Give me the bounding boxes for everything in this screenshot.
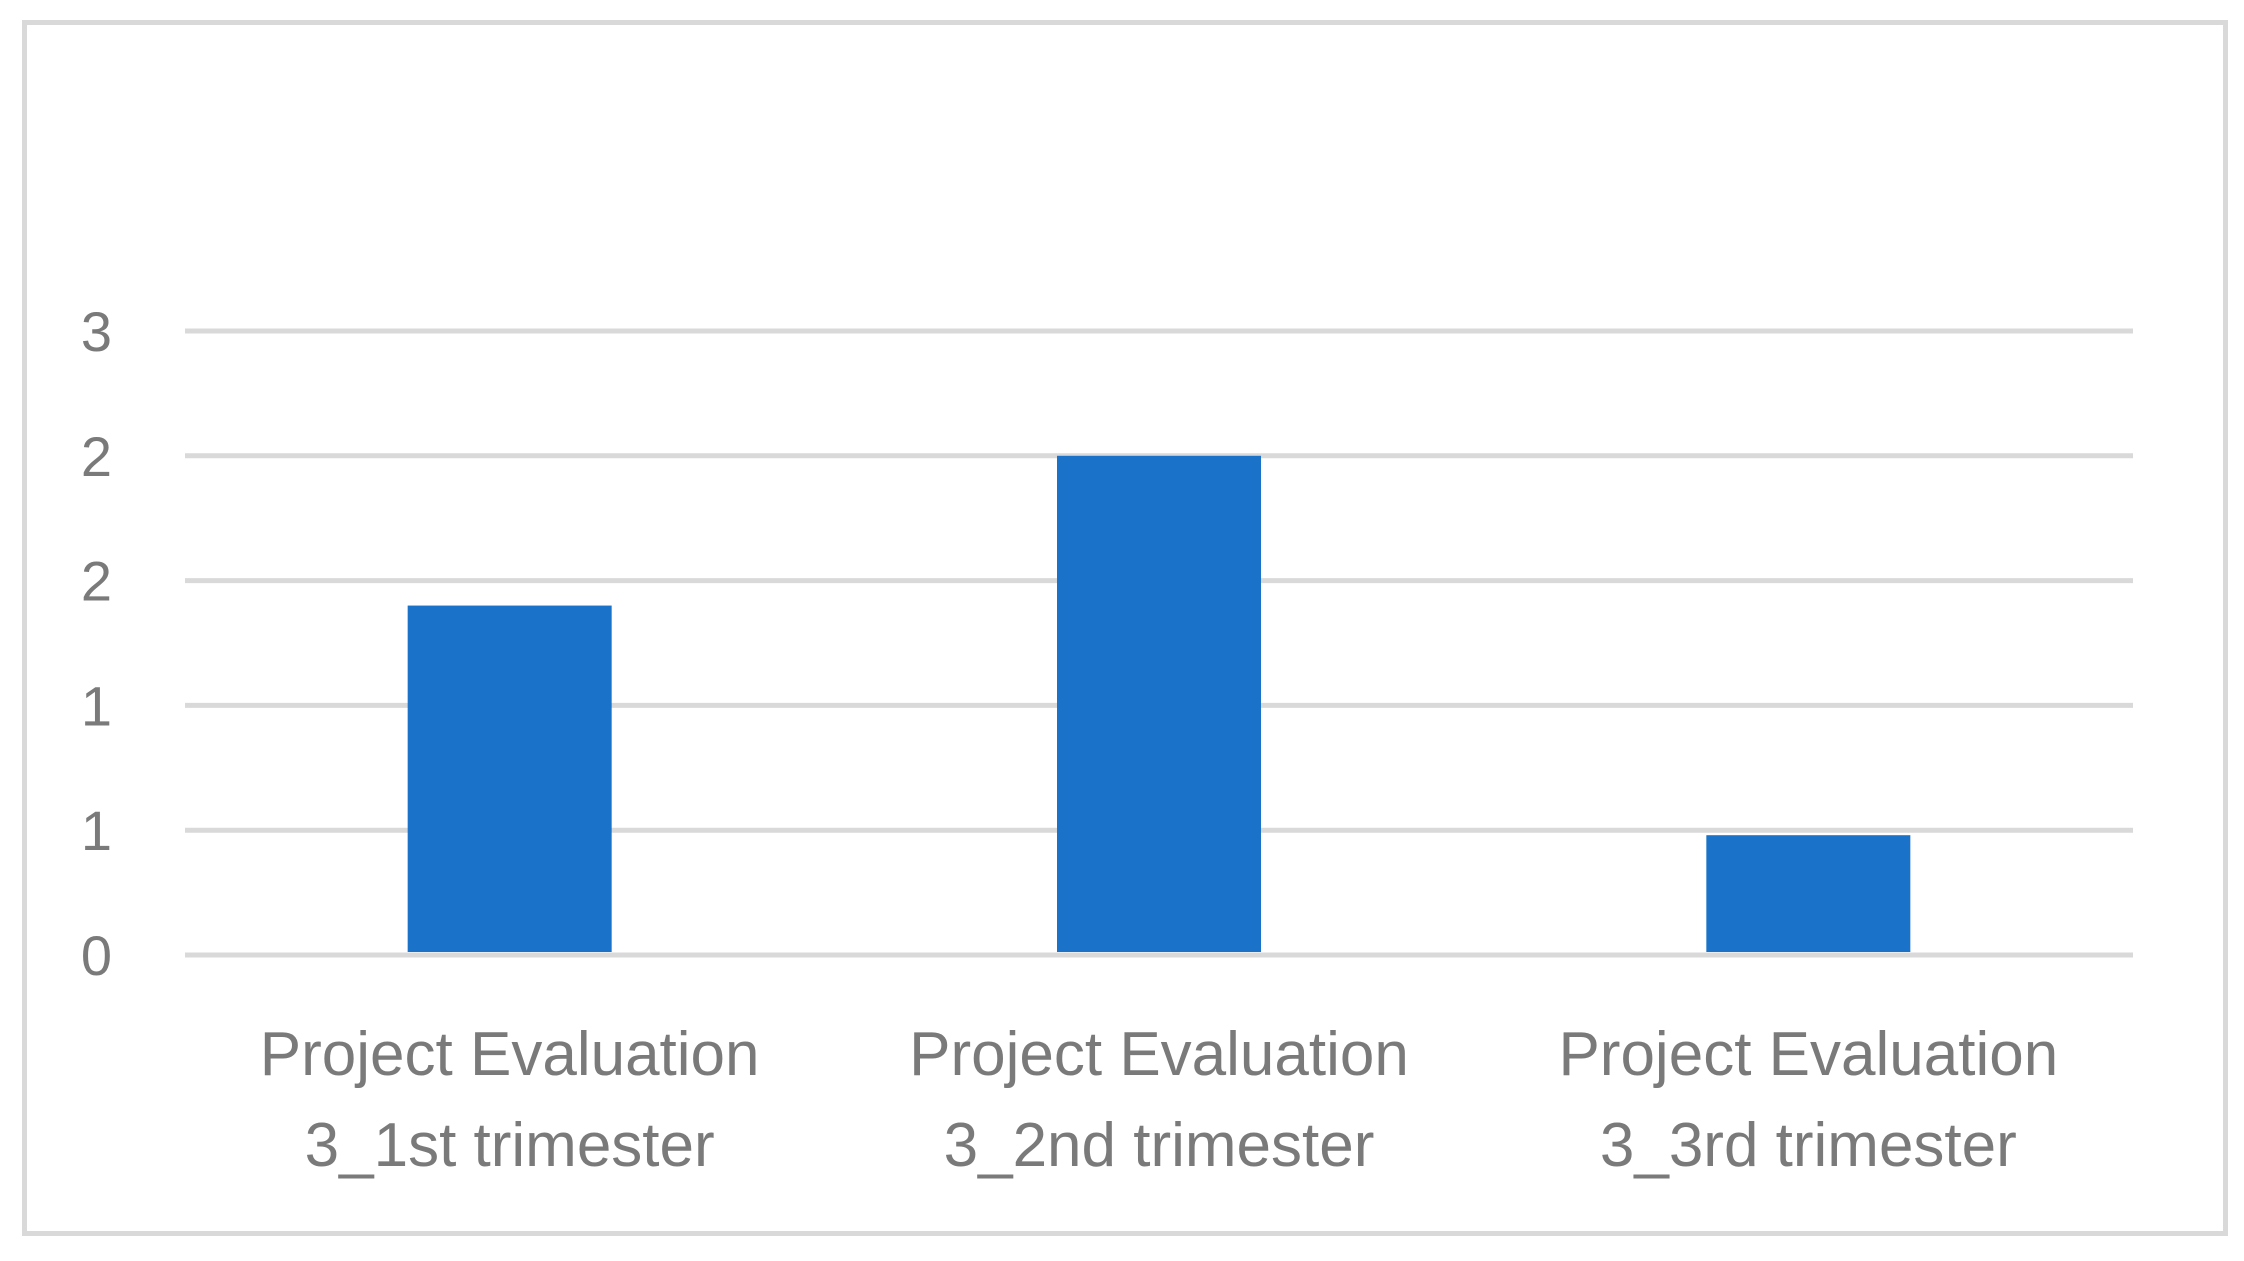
y-tick-label: 3: [81, 300, 112, 363]
x-category-label: Project Evaluation: [260, 1020, 760, 1089]
bar: [1057, 455, 1261, 952]
bars: [407, 455, 1911, 952]
x-category-label: 3_2nd trimester: [944, 1111, 1375, 1180]
x-category-label: Project Evaluation: [1558, 1020, 2058, 1089]
y-axis-tick-labels: 0 1 1 2 2 3: [81, 300, 112, 987]
y-tick-label: 2: [81, 425, 112, 488]
y-tick-label: 2: [81, 550, 112, 613]
x-category-label: 3_1st trimester: [305, 1111, 715, 1180]
bar: [407, 605, 612, 952]
y-tick-label: 0: [81, 924, 112, 987]
x-category-label: 3_3rd trimester: [1600, 1111, 2017, 1180]
y-tick-label: 1: [81, 799, 112, 862]
x-axis-category-labels: Project Evaluation 3_1st trimester Project…: [260, 1020, 2058, 1180]
bar: [1706, 835, 1911, 952]
x-category-label: Project Evaluation: [909, 1020, 1409, 1089]
y-tick-label: 1: [81, 674, 112, 737]
